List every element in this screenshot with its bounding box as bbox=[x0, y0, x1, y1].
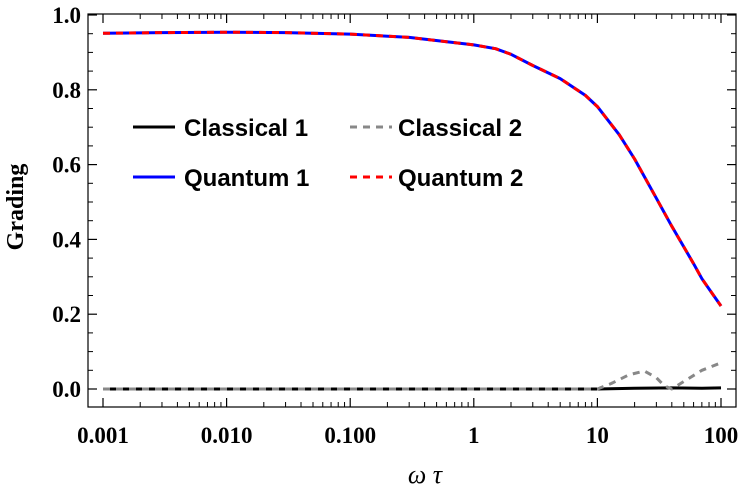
y-tick-label: 0.8 bbox=[52, 78, 81, 103]
y-tick-label: 0.4 bbox=[52, 227, 81, 252]
plot-frame bbox=[87, 13, 737, 408]
x-tick-label: 10 bbox=[586, 423, 609, 448]
x-tick-label: 100 bbox=[704, 423, 739, 448]
x-axis-title: ω τ bbox=[408, 460, 444, 489]
y-tick-label: 0.0 bbox=[52, 377, 81, 402]
plot-border bbox=[87, 13, 737, 408]
x-tick-label: 0.001 bbox=[77, 423, 129, 448]
legend-label-classical-2: Classical 2 bbox=[398, 115, 522, 142]
x-tick-label: 0.010 bbox=[201, 423, 253, 448]
x-tick-label: 1 bbox=[468, 423, 480, 448]
series-line-classical-2 bbox=[103, 361, 722, 391]
y-tick-label: 0.6 bbox=[52, 153, 81, 178]
axis-ticks bbox=[88, 14, 736, 407]
legend-label-quantum-1: Quantum 1 bbox=[184, 165, 309, 192]
x-tick-label: 0.100 bbox=[324, 423, 376, 448]
y-tick-label: 1.0 bbox=[52, 3, 81, 28]
legend-label-classical-1: Classical 1 bbox=[184, 115, 308, 142]
legend: Classical 1 Classical 2 Quantum 1 Quantum 2 bbox=[133, 115, 523, 192]
y-axis-title: Grading bbox=[3, 164, 29, 251]
y-tick-label: 0.2 bbox=[52, 302, 81, 327]
series-lines bbox=[102, 30, 723, 391]
axis-tick-labels: 0.0 0.2 0.4 0.6 0.8 1.0 0.001 0.010 0.100 1 10 100 bbox=[52, 3, 738, 448]
series-line-quantum-2 bbox=[102, 30, 723, 307]
legend-label-quantum-2: Quantum 2 bbox=[398, 165, 523, 192]
